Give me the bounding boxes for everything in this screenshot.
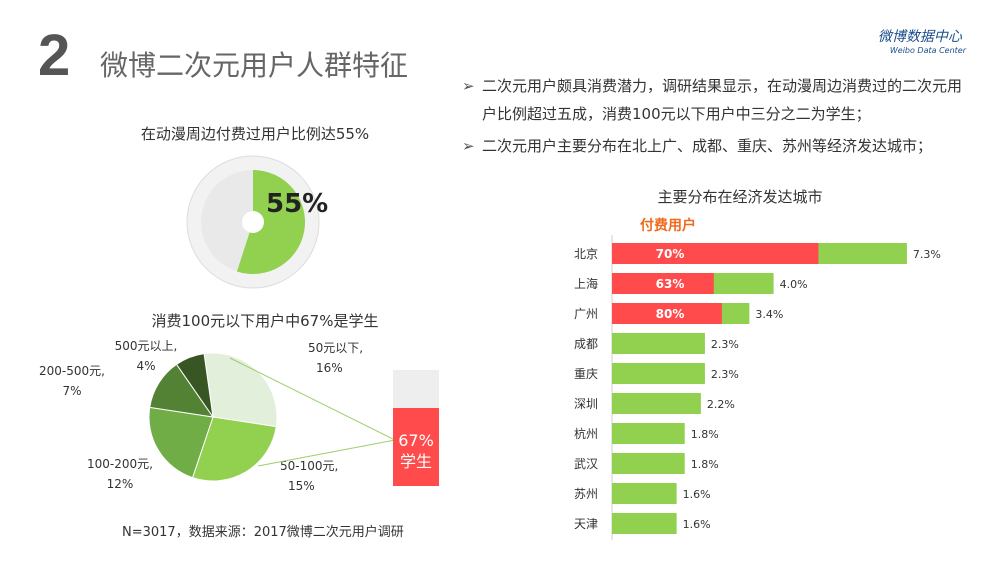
- pie-label: 100-200元,: [87, 457, 153, 471]
- pie-chart: 50元以下, 16% 50-100元, 15% 100-200元, 12% 200-500元…: [39, 339, 439, 493]
- category-label: 重庆: [574, 367, 598, 381]
- arrow-icon: ➢: [462, 137, 475, 155]
- category-label: 上海: [574, 276, 598, 291]
- pie-slice: [191, 416, 277, 482]
- pie-value-label: 16%: [316, 361, 343, 375]
- donut-title: 在动漫周边付费过用户比例达55%: [140, 125, 370, 143]
- donut-chart: 55%: [186, 155, 328, 289]
- bar-paid: [612, 243, 819, 264]
- bullet-text: 二次元用户颇具消费潜力，调研结果显示，在动漫周边消费过的二次元用户比例超过五成，…: [482, 77, 963, 123]
- pie-label: 500元以上,: [115, 339, 178, 353]
- value-label: 3.4%: [755, 308, 783, 321]
- student-bar-bg: [393, 370, 439, 408]
- pie-value-label: 12%: [107, 477, 134, 491]
- logo-subtext: Weibo Data Center: [889, 46, 966, 55]
- donut-fill: [236, 170, 305, 274]
- bullet-2: ➢ 二次元用户主要分布在北上广、成都、重庆、苏州等经济发达城市；: [462, 132, 972, 160]
- pie-value-label: 15%: [288, 479, 315, 493]
- bar-chart: 北京 70% 7.3% 上海 63% 4.0% 广州 80% 3.4% 成都 2.3% 重庆 2.3% 深…: [574, 235, 941, 540]
- pie-label: 50元以下,: [308, 341, 363, 355]
- pie-slice: [175, 353, 214, 418]
- value-label: 2.2%: [707, 398, 735, 411]
- pie-label: 50-100元,: [280, 459, 338, 473]
- category-label: 广州: [574, 307, 598, 321]
- bar-total: [612, 363, 705, 384]
- value-label: 7.3%: [913, 248, 941, 261]
- section-number: 2: [38, 23, 71, 88]
- value-label: 4.0%: [780, 278, 808, 291]
- bullet-text: 二次元用户主要分布在北上广、成都、重庆、苏州等经济发达城市；: [482, 137, 933, 155]
- bar-total: [612, 453, 685, 474]
- paid-label: 80%: [656, 307, 685, 321]
- paid-label: 70%: [656, 247, 685, 261]
- logo-text: 微博数据中心: [877, 29, 962, 45]
- bar-paid: [612, 303, 722, 324]
- page-title: 微博二次元用户人群特征: [100, 49, 409, 82]
- student-label: 学生: [400, 452, 432, 471]
- bar-total: [612, 423, 685, 444]
- donut-label: 55%: [266, 189, 328, 219]
- category-label: 成都: [574, 337, 598, 351]
- pie-label: 200-500元,: [39, 364, 105, 378]
- category-label: 苏州: [574, 487, 598, 501]
- bar-total: [612, 513, 677, 534]
- pie-slice: [203, 352, 278, 428]
- category-label: 天津: [574, 517, 598, 531]
- arrow-icon: ➢: [462, 77, 475, 95]
- donut-hole: [242, 211, 264, 233]
- value-label: 1.8%: [691, 458, 719, 471]
- student-value: 67%: [398, 431, 434, 450]
- student-bar: [393, 408, 439, 486]
- footnote: N=3017，数据来源：2017微博二次元用户调研: [122, 525, 404, 540]
- category-label: 杭州: [574, 426, 598, 441]
- bar-total: [612, 333, 705, 354]
- legend-paid: 付费用户: [640, 218, 696, 234]
- bar-paid: [612, 273, 714, 294]
- value-label: 2.3%: [711, 368, 739, 381]
- category-label: 北京: [574, 247, 598, 261]
- value-label: 1.6%: [683, 488, 711, 501]
- bar-total: [612, 393, 701, 414]
- pie-title: 消费100元以下用户中67%是学生: [151, 312, 379, 330]
- value-label: 2.3%: [711, 338, 739, 351]
- pie-value-label: 7%: [62, 384, 81, 398]
- pie-value-label: 4%: [136, 359, 155, 373]
- value-label: 1.6%: [683, 518, 711, 531]
- bullet-1: ➢ 二次元用户颇具消费潜力，调研结果显示，在动漫周边消费过的二次元用户比例超过五成…: [462, 72, 972, 128]
- bar-total: [612, 483, 677, 504]
- value-label: 1.8%: [691, 428, 719, 441]
- weibo-logo: 微博数据中心 Weibo Data Center: [878, 26, 966, 55]
- bar-title: 主要分布在经济发达城市: [657, 188, 823, 206]
- category-label: 武汉: [574, 457, 598, 471]
- pie-slice: [148, 406, 214, 479]
- paid-label: 63%: [656, 277, 685, 291]
- category-label: 深圳: [574, 397, 598, 411]
